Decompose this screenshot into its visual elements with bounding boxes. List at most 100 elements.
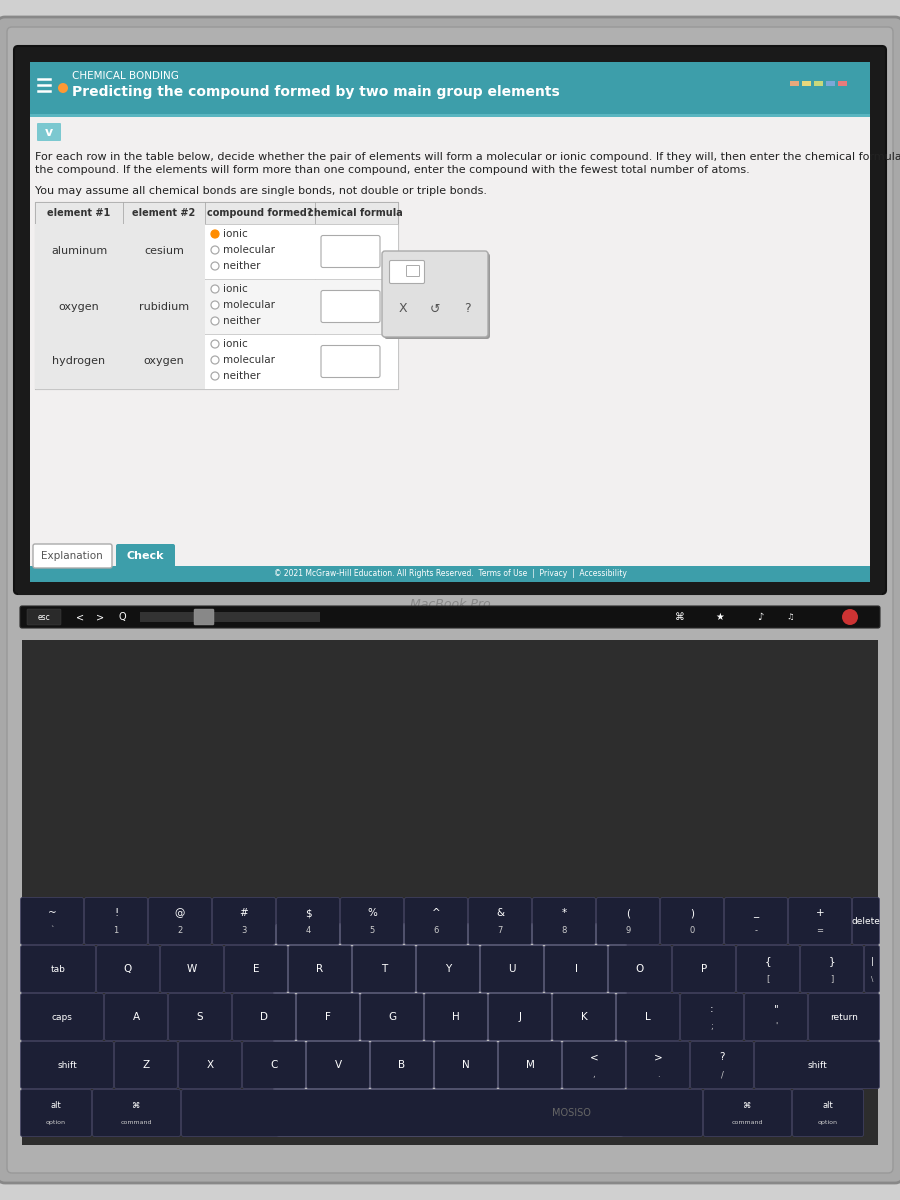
Text: S: S bbox=[197, 1012, 203, 1022]
FancyBboxPatch shape bbox=[616, 994, 680, 1040]
Text: /: / bbox=[721, 1070, 724, 1079]
Text: &: & bbox=[496, 908, 504, 918]
Text: aluminum: aluminum bbox=[51, 246, 107, 257]
Text: 8: 8 bbox=[562, 926, 567, 935]
Text: ): ) bbox=[690, 908, 694, 918]
Text: molecular: molecular bbox=[223, 355, 275, 365]
FancyBboxPatch shape bbox=[307, 1042, 370, 1088]
Text: command: command bbox=[121, 1120, 152, 1126]
FancyBboxPatch shape bbox=[544, 946, 608, 992]
Circle shape bbox=[211, 356, 219, 364]
Text: Y: Y bbox=[445, 964, 451, 974]
FancyBboxPatch shape bbox=[489, 994, 552, 1040]
Text: E: E bbox=[253, 964, 259, 974]
Text: 5: 5 bbox=[369, 926, 374, 935]
FancyBboxPatch shape bbox=[289, 946, 352, 992]
FancyBboxPatch shape bbox=[232, 994, 295, 1040]
Text: T: T bbox=[381, 964, 387, 974]
FancyBboxPatch shape bbox=[0, 17, 900, 1183]
FancyBboxPatch shape bbox=[21, 1042, 113, 1088]
Text: 9: 9 bbox=[626, 926, 631, 935]
FancyBboxPatch shape bbox=[148, 898, 211, 944]
Text: C: C bbox=[270, 1060, 278, 1070]
FancyBboxPatch shape bbox=[672, 946, 735, 992]
Text: }: } bbox=[829, 956, 835, 966]
Text: command: command bbox=[732, 1120, 763, 1126]
Text: the compound. If the elements will form more than one compound, enter the compou: the compound. If the elements will form … bbox=[35, 164, 750, 175]
Text: M: M bbox=[526, 1060, 535, 1070]
FancyBboxPatch shape bbox=[242, 1042, 305, 1088]
Bar bbox=[22, 640, 878, 1145]
FancyBboxPatch shape bbox=[21, 946, 95, 992]
FancyBboxPatch shape bbox=[404, 898, 467, 944]
Text: hydrogen: hydrogen bbox=[52, 356, 105, 366]
Text: >: > bbox=[96, 612, 104, 622]
Bar bbox=[30, 114, 870, 582]
Text: G: G bbox=[388, 1012, 396, 1022]
Text: I: I bbox=[574, 964, 578, 974]
FancyBboxPatch shape bbox=[744, 994, 807, 1040]
Circle shape bbox=[211, 284, 219, 293]
Bar bbox=[826, 80, 835, 86]
Bar bbox=[35, 334, 398, 389]
FancyBboxPatch shape bbox=[499, 1042, 562, 1088]
Text: K: K bbox=[580, 1012, 588, 1022]
Text: \: \ bbox=[871, 976, 873, 982]
FancyBboxPatch shape bbox=[321, 346, 380, 378]
Bar bbox=[30, 62, 870, 114]
Text: Check: Check bbox=[126, 551, 164, 560]
Circle shape bbox=[842, 608, 858, 625]
FancyBboxPatch shape bbox=[736, 946, 799, 992]
Text: %: % bbox=[367, 908, 377, 918]
Text: *: * bbox=[562, 908, 567, 918]
Bar bbox=[790, 80, 799, 86]
FancyBboxPatch shape bbox=[321, 290, 380, 323]
Bar bbox=[35, 334, 123, 389]
Text: ♪: ♪ bbox=[757, 612, 763, 622]
FancyBboxPatch shape bbox=[852, 898, 879, 944]
FancyBboxPatch shape bbox=[96, 946, 159, 992]
FancyBboxPatch shape bbox=[808, 994, 879, 1040]
FancyBboxPatch shape bbox=[407, 265, 419, 276]
Circle shape bbox=[211, 301, 219, 308]
Text: ": " bbox=[774, 1004, 778, 1014]
Bar bbox=[140, 612, 320, 622]
Text: Predicting the compound formed by two main group elements: Predicting the compound formed by two ma… bbox=[72, 85, 560, 98]
FancyBboxPatch shape bbox=[597, 898, 660, 944]
Text: Z: Z bbox=[142, 1060, 149, 1070]
Text: $: $ bbox=[305, 908, 311, 918]
Text: O: O bbox=[636, 964, 644, 974]
Text: (: ( bbox=[626, 908, 630, 918]
Text: 1: 1 bbox=[113, 926, 119, 935]
Bar bbox=[35, 278, 123, 334]
Text: 4: 4 bbox=[305, 926, 310, 935]
Text: P: P bbox=[701, 964, 707, 974]
Text: molecular: molecular bbox=[223, 300, 275, 310]
FancyBboxPatch shape bbox=[390, 260, 425, 283]
Circle shape bbox=[212, 318, 218, 324]
FancyBboxPatch shape bbox=[7, 26, 893, 1174]
Text: +: + bbox=[815, 908, 824, 918]
FancyBboxPatch shape bbox=[793, 1090, 863, 1136]
Text: option: option bbox=[46, 1120, 66, 1126]
Text: <: < bbox=[590, 1052, 598, 1062]
FancyBboxPatch shape bbox=[160, 946, 223, 992]
Bar bbox=[123, 278, 205, 334]
FancyBboxPatch shape bbox=[754, 1042, 879, 1088]
Circle shape bbox=[212, 342, 218, 347]
Text: Explanation: Explanation bbox=[41, 551, 103, 560]
Bar bbox=[814, 80, 823, 86]
FancyBboxPatch shape bbox=[178, 1042, 241, 1088]
Bar bbox=[35, 278, 398, 334]
Text: ': ' bbox=[775, 1022, 777, 1031]
Text: !: ! bbox=[114, 908, 118, 918]
Text: You may assume all chemical bonds are single bonds, not double or triple bonds.: You may assume all chemical bonds are si… bbox=[35, 186, 487, 196]
FancyBboxPatch shape bbox=[417, 946, 480, 992]
Text: neither: neither bbox=[223, 260, 260, 271]
Text: compound formed?: compound formed? bbox=[207, 208, 313, 218]
Text: <: < bbox=[76, 612, 84, 622]
Text: CHEMICAL BONDING: CHEMICAL BONDING bbox=[72, 71, 179, 80]
FancyBboxPatch shape bbox=[680, 994, 743, 1040]
Text: caps: caps bbox=[51, 1013, 72, 1021]
FancyBboxPatch shape bbox=[20, 606, 880, 628]
